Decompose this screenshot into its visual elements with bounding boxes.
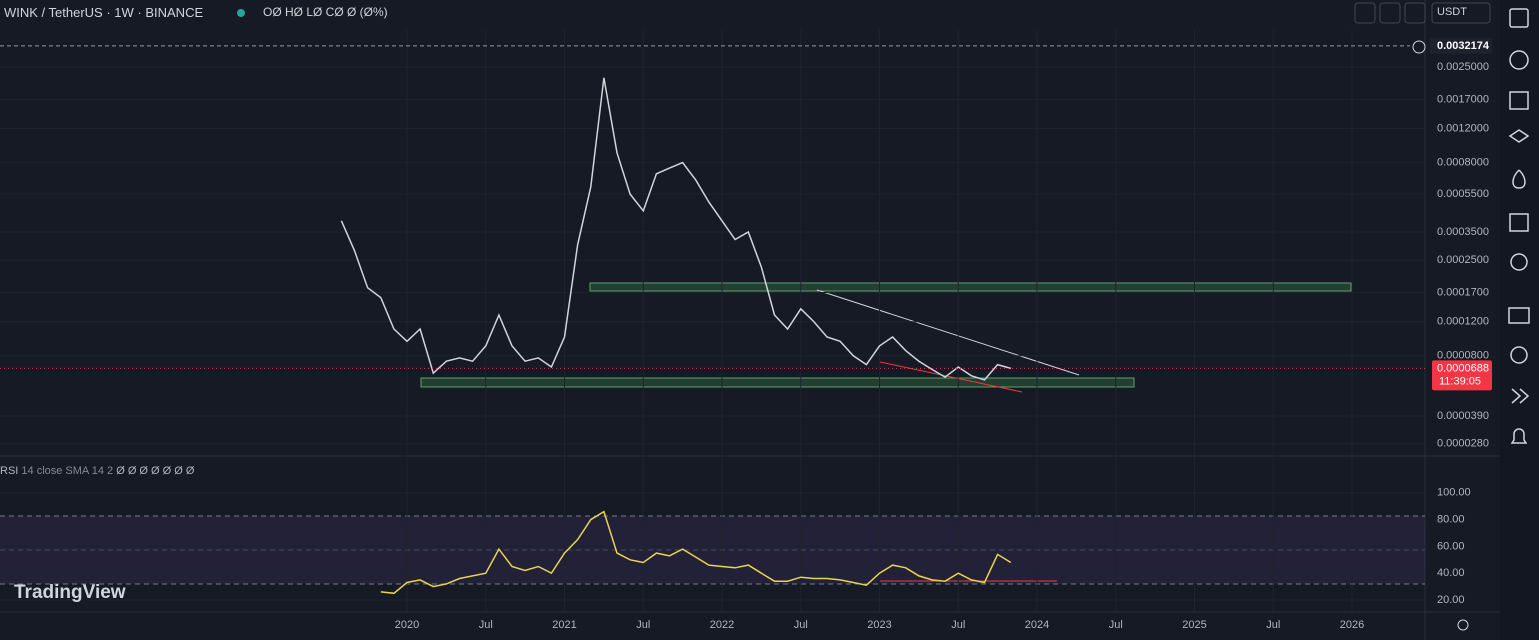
settings-button[interactable] — [1457, 619, 1469, 631]
button[interactable] — [1354, 2, 1376, 24]
hotlist-button[interactable] — [1509, 91, 1529, 110]
x-tick-label: 2021 — [552, 619, 576, 631]
x-tick-label: 2024 — [1025, 619, 1049, 631]
chat-button[interactable] — [1508, 307, 1530, 324]
y-tick-label: 0.0001700 — [1437, 286, 1489, 298]
y-tick-label: 0.0005500 — [1437, 188, 1489, 200]
y-tick-label: 0.0000800 — [1437, 350, 1489, 362]
y-tick-label: 80.00 — [1437, 514, 1465, 526]
layers-button[interactable] — [1508, 129, 1530, 143]
series-line — [340, 77, 1012, 381]
trend-line — [879, 361, 1023, 393]
button[interactable] — [1404, 2, 1426, 24]
y-tick-label: 0.0008000 — [1437, 157, 1489, 169]
top-buttons — [1354, 2, 1491, 631]
x-tick-label: Jul — [1109, 619, 1123, 631]
x-tick-label: 2023 — [867, 619, 891, 631]
x-tick-label: 2026 — [1340, 619, 1364, 631]
y-tick-label: 0.0003500 — [1437, 226, 1489, 238]
x-tick-label: Jul — [951, 619, 965, 631]
trend-line — [816, 289, 1080, 376]
ohlc-readout: OØ HØ LØ CØ Ø (Ø%) — [263, 5, 388, 19]
y-tick-label: 0.0001200 — [1437, 316, 1489, 328]
background — [0, 0, 1500, 640]
x-tick-label: Jul — [636, 619, 650, 631]
rsi-name: RSI — [0, 465, 19, 477]
y-tick-label: 0.0000390 — [1437, 410, 1489, 422]
countdown-label: 11:39:05 — [1439, 375, 1481, 387]
y-tick-label: 100.00 — [1437, 487, 1471, 499]
toolbar — [1500, 0, 1539, 640]
button[interactable] — [1379, 2, 1401, 24]
support-zone — [420, 377, 1135, 388]
rsi-settings: 14 close SMA 14 2 — [21, 465, 114, 477]
y-tick-label: 0.0002500 — [1437, 254, 1489, 266]
series-line — [380, 510, 1012, 595]
currency-label[interactable]: USDT — [1437, 6, 1467, 18]
y-tick-label: 0.0012000 — [1437, 123, 1489, 135]
x-tick-label: 2022 — [710, 619, 734, 631]
toolbar-background — [1500, 0, 1539, 640]
status-dot — [237, 9, 245, 17]
y-tick-label: 0.0025000 — [1437, 61, 1489, 73]
y-tick-label: 0.0017000 — [1437, 93, 1489, 105]
y-tick-label: 0.0000280 — [1437, 438, 1489, 450]
streams-button[interactable] — [1510, 346, 1528, 364]
replay-button[interactable] — [1511, 388, 1530, 404]
high-label: 0.0032174 — [1437, 40, 1490, 52]
x-tick-label: Jul — [479, 619, 493, 631]
symbol-title: WINK / TetherUS · 1W · BINANCE — [4, 5, 204, 20]
currency-select[interactable] — [1431, 2, 1491, 24]
last-price-label: 0.0000688 — [1437, 362, 1489, 374]
watchlist-button[interactable] — [1509, 8, 1529, 28]
rsi-readout: Ø Ø Ø Ø Ø Ø Ø — [116, 465, 195, 477]
calendar-button[interactable] — [1509, 213, 1529, 232]
alerts-button[interactable] — [1509, 50, 1529, 70]
x-tick-label: 2020 — [395, 619, 419, 631]
branding: TradingView — [14, 582, 126, 603]
resistance-zone — [589, 282, 1352, 292]
ideas-button[interactable] — [1510, 253, 1528, 271]
y-tick-label: 20.00 — [1437, 594, 1465, 606]
trending-button[interactable] — [1512, 169, 1526, 189]
y-tick-label: 40.00 — [1437, 567, 1465, 579]
notifications-button[interactable] — [1510, 428, 1528, 444]
rsi-title: RSI 14 close SMA 14 2 Ø Ø Ø Ø Ø Ø Ø — [0, 465, 194, 477]
add-button[interactable] — [1412, 40, 1426, 54]
x-tick-label: 2025 — [1182, 619, 1206, 631]
x-tick-label: Jul — [794, 619, 808, 631]
y-tick-label: 60.00 — [1437, 540, 1465, 552]
high-label-box — [1430, 37, 1492, 54]
last-price-box — [1432, 360, 1492, 391]
x-tick-label: Jul — [1266, 619, 1280, 631]
